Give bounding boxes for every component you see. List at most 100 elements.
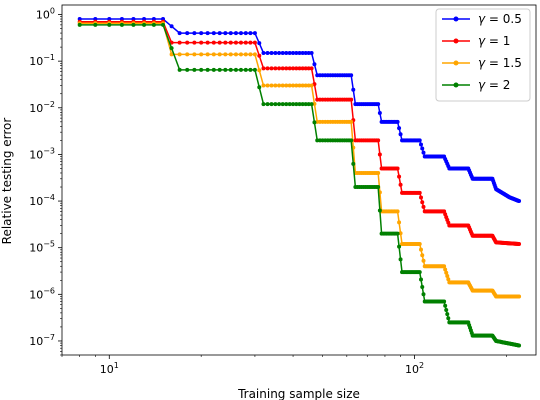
data-point xyxy=(280,102,285,107)
data-point xyxy=(169,46,174,51)
y-tick-label: 10−6 xyxy=(29,286,55,301)
data-point xyxy=(265,83,270,88)
y-axis-label: Relative testing error xyxy=(0,118,14,245)
data-point xyxy=(377,208,382,213)
data-point xyxy=(442,299,447,304)
data-point xyxy=(284,83,289,88)
data-point xyxy=(273,50,278,55)
data-point xyxy=(443,267,448,272)
data-point xyxy=(273,66,278,71)
data-point xyxy=(238,31,243,36)
data-point xyxy=(291,50,296,55)
data-point xyxy=(517,242,522,246)
data-point xyxy=(351,87,356,92)
data-point xyxy=(376,138,381,143)
data-point xyxy=(238,40,243,45)
data-point xyxy=(306,83,311,88)
legend-symbol: γ xyxy=(478,34,486,48)
legend-value: = 1.5 xyxy=(485,56,522,70)
data-point xyxy=(280,83,285,88)
data-point xyxy=(294,102,299,107)
y-tick-label: 10−4 xyxy=(29,193,55,208)
data-point xyxy=(303,66,308,71)
y-tick-label: 10−1 xyxy=(29,53,55,68)
series-0 xyxy=(77,17,522,204)
data-point xyxy=(233,52,238,57)
data-point xyxy=(417,242,422,246)
legend-marker xyxy=(453,60,459,66)
data-point xyxy=(397,126,402,131)
data-point xyxy=(265,50,270,55)
data-point xyxy=(291,83,296,88)
data-point xyxy=(169,52,174,57)
data-point xyxy=(421,258,426,263)
y-tick-label-base: 10 xyxy=(36,9,50,22)
data-point xyxy=(269,66,274,71)
data-point xyxy=(420,200,425,205)
data-point xyxy=(444,307,449,312)
data-point xyxy=(277,50,282,55)
data-point xyxy=(297,66,302,71)
data-point xyxy=(261,102,266,107)
data-point xyxy=(421,150,426,155)
data-point xyxy=(273,83,278,88)
series-layer xyxy=(77,17,522,348)
data-point xyxy=(517,343,522,348)
x-axis-label: Training sample size xyxy=(237,387,360,400)
data-point xyxy=(420,146,425,151)
y-tick-label: 10−2 xyxy=(29,100,55,115)
data-point xyxy=(398,231,403,236)
data-point xyxy=(397,174,402,179)
y-tick-label-base: 10 xyxy=(29,242,43,255)
data-point xyxy=(446,316,451,321)
x-tick-label-base: 10 xyxy=(100,363,114,376)
data-point xyxy=(199,52,204,57)
data-point xyxy=(228,52,233,57)
data-point xyxy=(233,40,238,45)
data-point xyxy=(443,303,448,308)
data-point xyxy=(185,67,190,72)
x-tick-label-base: 10 xyxy=(405,363,419,376)
legend-symbol: γ xyxy=(478,12,486,26)
data-point xyxy=(243,67,248,72)
data-point xyxy=(269,50,274,55)
data-point xyxy=(243,40,248,45)
y-tick-label-base: 10 xyxy=(29,102,43,115)
legend-value: = 2 xyxy=(485,78,510,92)
data-point xyxy=(252,31,257,36)
data-point xyxy=(261,50,266,55)
data-point xyxy=(243,31,248,36)
data-point xyxy=(442,264,447,269)
data-point xyxy=(205,40,210,45)
y-tick-label: 10−5 xyxy=(29,240,55,255)
data-point xyxy=(419,195,423,200)
data-point xyxy=(312,120,317,125)
data-point xyxy=(287,66,292,71)
data-point xyxy=(377,152,382,157)
data-point xyxy=(131,22,136,27)
data-point xyxy=(223,40,228,45)
legend-value: = 1 xyxy=(485,34,510,48)
data-point xyxy=(420,253,425,258)
data-point xyxy=(265,66,270,71)
data-point xyxy=(257,85,262,90)
data-point xyxy=(284,102,289,107)
data-point xyxy=(297,83,302,88)
data-point xyxy=(257,41,262,46)
data-point xyxy=(419,142,423,147)
data-point xyxy=(376,102,381,107)
data-point xyxy=(257,68,262,73)
y-tick-label-base: 10 xyxy=(29,55,43,68)
data-point xyxy=(376,185,381,190)
data-point xyxy=(228,31,233,36)
x-tick-label-exponent: 1 xyxy=(114,361,119,370)
x-tick-label: 102 xyxy=(405,361,424,376)
data-point xyxy=(376,170,381,175)
data-point xyxy=(309,102,314,107)
data-point xyxy=(177,52,182,57)
y-tick-label-base: 10 xyxy=(29,195,43,208)
data-point xyxy=(217,67,222,72)
legend-marker xyxy=(453,16,459,22)
data-point xyxy=(395,166,400,171)
data-point xyxy=(205,52,210,57)
